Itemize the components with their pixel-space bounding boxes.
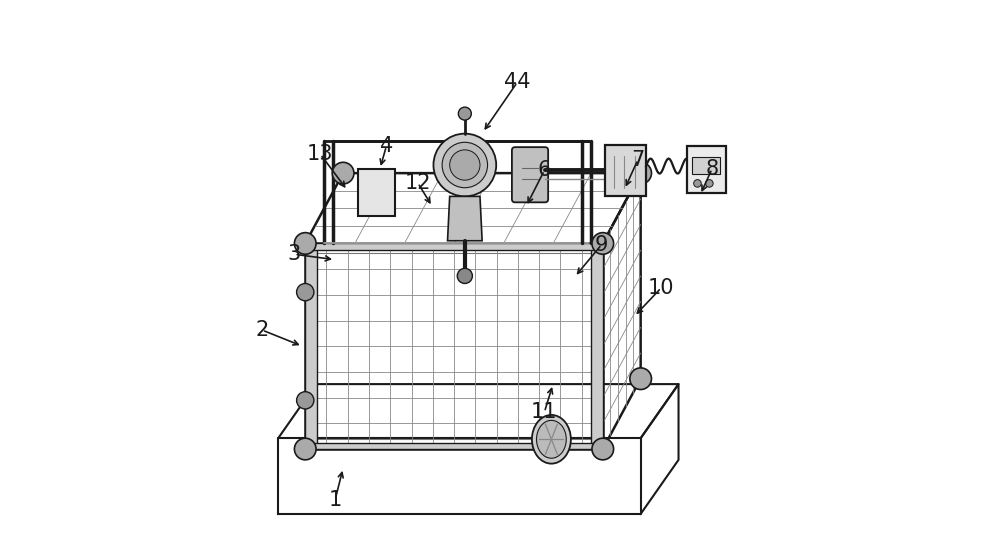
Bar bbox=[305, 443, 603, 449]
Polygon shape bbox=[448, 196, 482, 241]
Text: 2: 2 bbox=[255, 320, 269, 340]
FancyBboxPatch shape bbox=[512, 147, 548, 202]
Text: 13: 13 bbox=[307, 144, 334, 164]
Text: 4: 4 bbox=[380, 136, 393, 156]
Bar bbox=[692, 157, 720, 174]
Text: 12: 12 bbox=[405, 173, 431, 193]
Text: 1: 1 bbox=[328, 491, 342, 510]
Circle shape bbox=[297, 283, 314, 301]
Text: 8: 8 bbox=[706, 159, 719, 179]
Bar bbox=[605, 145, 646, 196]
Circle shape bbox=[332, 162, 354, 184]
Circle shape bbox=[592, 438, 614, 460]
Bar bbox=[305, 243, 317, 449]
Circle shape bbox=[694, 180, 701, 187]
Circle shape bbox=[294, 233, 316, 254]
Circle shape bbox=[457, 268, 472, 283]
Text: 9: 9 bbox=[595, 235, 608, 254]
Circle shape bbox=[630, 162, 651, 184]
Ellipse shape bbox=[537, 420, 566, 458]
Circle shape bbox=[630, 368, 651, 390]
Text: 44: 44 bbox=[504, 72, 531, 92]
Bar bbox=[358, 169, 395, 216]
Circle shape bbox=[706, 180, 713, 187]
Bar bbox=[591, 243, 603, 449]
Text: 11: 11 bbox=[531, 403, 558, 422]
Text: 6: 6 bbox=[538, 161, 551, 180]
Circle shape bbox=[442, 142, 488, 188]
Circle shape bbox=[294, 438, 316, 460]
Circle shape bbox=[450, 150, 480, 180]
Bar bbox=[305, 243, 603, 250]
Text: 10: 10 bbox=[648, 278, 674, 298]
Bar bbox=[687, 146, 726, 193]
Circle shape bbox=[297, 392, 314, 409]
Text: 3: 3 bbox=[288, 245, 301, 264]
Circle shape bbox=[592, 233, 614, 254]
Circle shape bbox=[458, 107, 471, 120]
Ellipse shape bbox=[532, 415, 571, 464]
Text: 7: 7 bbox=[631, 150, 645, 169]
Circle shape bbox=[433, 134, 496, 196]
